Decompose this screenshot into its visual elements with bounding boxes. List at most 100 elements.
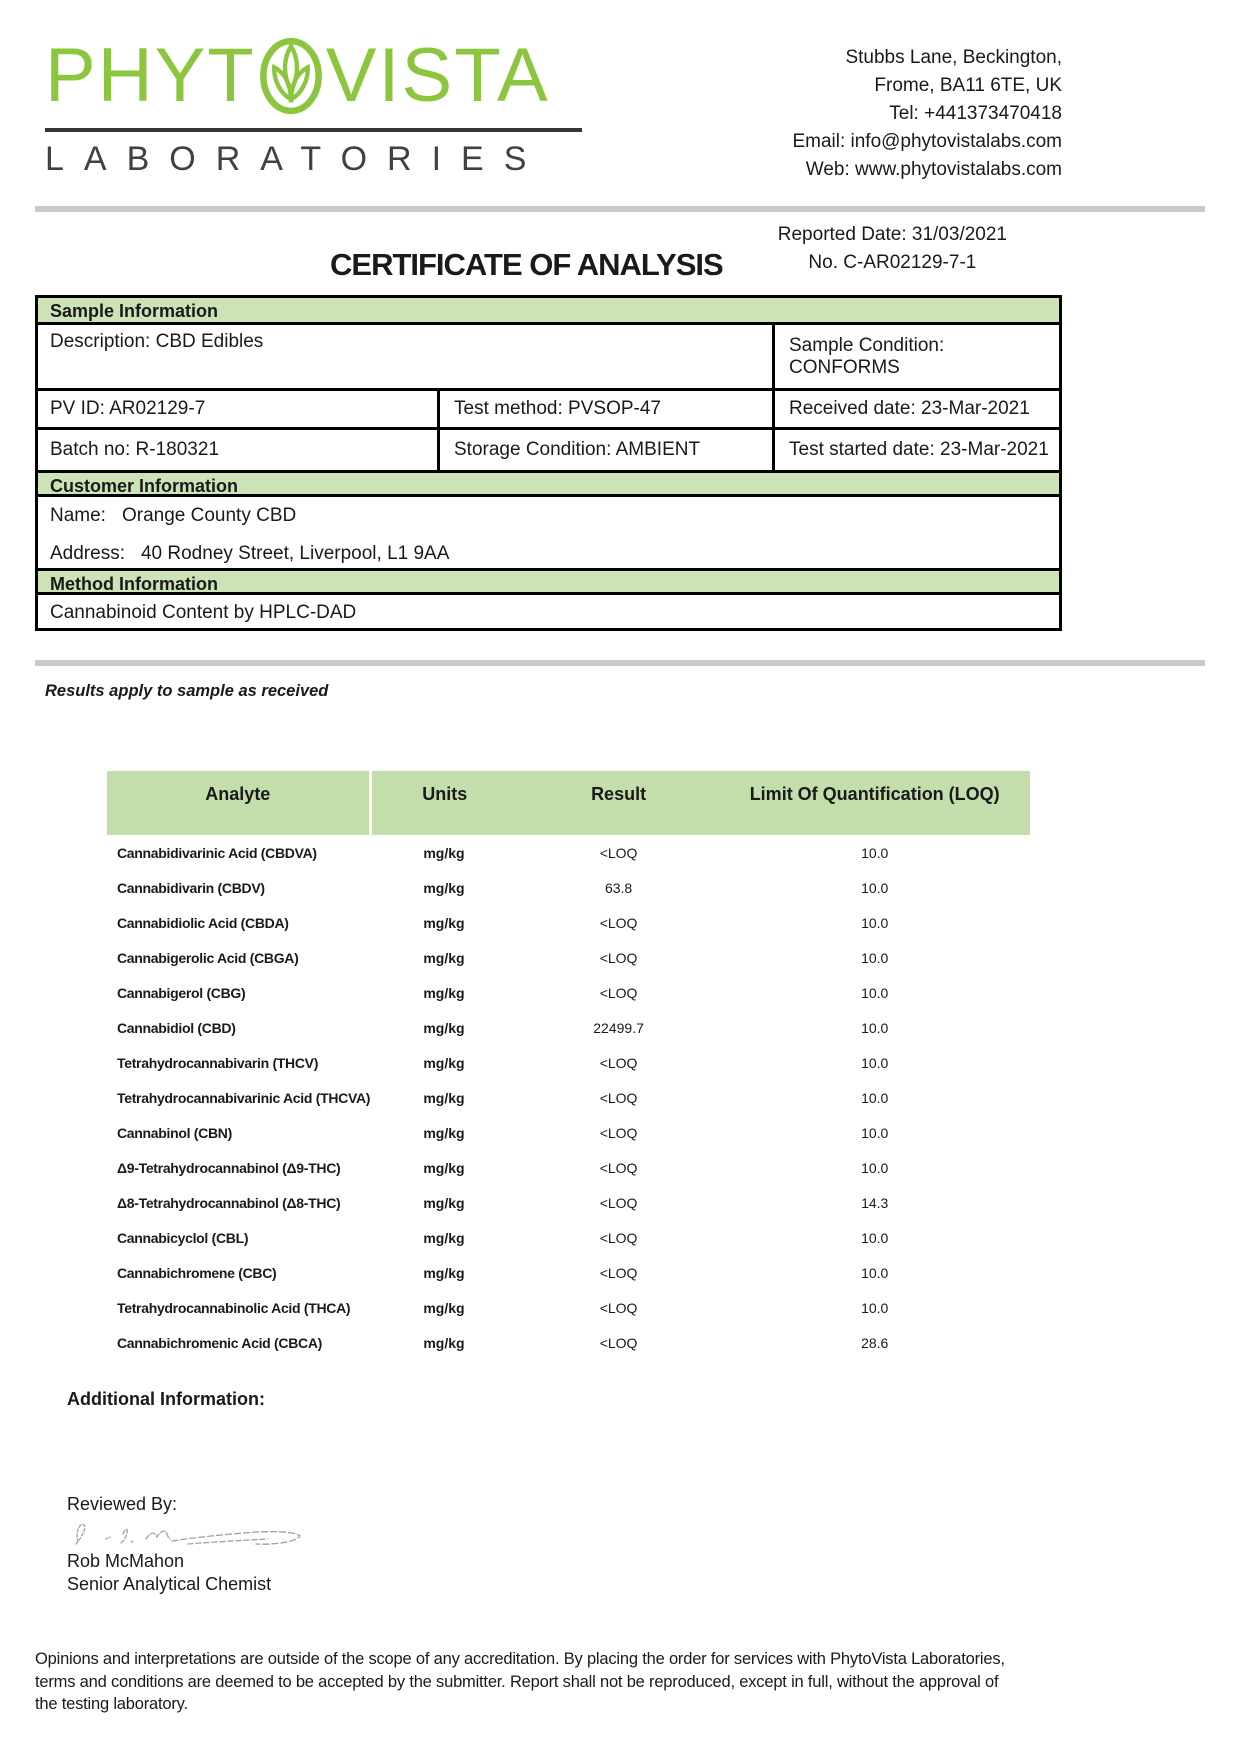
cell-units: mg/kg	[423, 1124, 465, 1141]
customer-name-line: Name: Orange County CBD	[50, 505, 1047, 527]
cell-loq: 10.0	[861, 1019, 889, 1036]
signature-image	[75, 1523, 301, 1545]
table-row: Cannabigerol (CBG) mg/kg <LOQ 10.0	[107, 975, 1030, 1010]
table-row: Cannabichromenic Acid (CBCA) mg/kg <LOQ 28.…	[107, 1325, 1030, 1360]
contact-line: Email: info@phytovistalabs.com	[792, 131, 1062, 152]
table-row: Cannabidivarinic Acid (CBDVA) mg/kg <LOQ 10…	[107, 835, 1030, 870]
cell-loq: 10.0	[861, 984, 889, 1001]
cell-result: <LOQ	[599, 1194, 638, 1211]
cell-units: mg/kg	[423, 1264, 465, 1281]
cell-loq: 10.0	[861, 879, 889, 896]
report-meta: Reported Date: 31/03/2021 No. C-AR02129-…	[778, 221, 1007, 277]
cell-units: mg/kg	[423, 949, 465, 966]
table-row: Cannabidivarin (CBDV) mg/kg 63.8 10.0	[107, 870, 1030, 905]
contact-line: Web: www.phytovistalabs.com	[805, 159, 1062, 180]
batch-row: Batch no: R-180321 Storage Condition: AM…	[38, 427, 1059, 470]
customer-name: Orange County CBD	[121, 505, 297, 526]
cell-result: <LOQ	[599, 844, 638, 861]
sample-condition: Sample Condition: CONFORMS	[772, 325, 1059, 388]
cell-analyte: Δ9-Tetrahydrocannabinol (Δ9-THC)	[117, 1159, 341, 1176]
cell-result: <LOQ	[599, 914, 638, 931]
sample-information-heading: Sample Information	[38, 298, 1059, 325]
cell-result: <LOQ	[599, 1159, 638, 1176]
cell-loq: 28.6	[861, 1334, 889, 1351]
cell-units: mg/kg	[423, 1089, 465, 1106]
customer-address-line: Address: 40 Rodney Street, Liverpool, L1 …	[50, 543, 1047, 565]
cell-loq: 10.0	[861, 1124, 889, 1141]
cell-result: <LOQ	[599, 1089, 638, 1106]
header-divider	[35, 206, 1205, 212]
cell-units: mg/kg	[423, 1229, 465, 1246]
customer-name-label: Name:	[50, 505, 106, 526]
cell-loq: 10.0	[861, 1089, 889, 1106]
table-row: Tetrahydrocannabivarin (THCV) mg/kg <LOQ 10…	[107, 1045, 1030, 1080]
cell-result: <LOQ	[599, 1229, 638, 1246]
cell-analyte: Cannabidiol (CBD)	[117, 1019, 236, 1036]
reviewed-by-label: Reviewed By:	[67, 1494, 178, 1514]
footer-disclaimer: Opinions and interpretations are outside…	[35, 1648, 1005, 1716]
cell-units: mg/kg	[423, 1194, 465, 1211]
column-header-result: Result	[517, 771, 720, 835]
cell-units: mg/kg	[423, 914, 465, 931]
test-started-date: Test started date: 23-Mar-2021	[772, 430, 1059, 470]
cell-result: <LOQ	[599, 1299, 638, 1316]
cell-loq: 10.0	[861, 1229, 889, 1246]
pv-id-row: PV ID: AR02129-7 Test method: PVSOP-47 R…	[38, 388, 1059, 427]
cell-analyte: Cannabichromenic Acid (CBCA)	[117, 1334, 322, 1351]
cell-result: <LOQ	[599, 1264, 638, 1281]
table-row: Cannabigerolic Acid (CBGA) mg/kg <LOQ 10.0	[107, 940, 1030, 975]
phytovista-logo: PHYT VISTA LABORATORIES	[45, 34, 582, 179]
section-divider	[35, 660, 1205, 666]
cell-analyte: Tetrahydrocannabivarin (THCV)	[117, 1054, 319, 1071]
cell-analyte: Cannabinol (CBN)	[117, 1124, 232, 1141]
leaf-logo-icon	[259, 37, 322, 115]
cell-loq: 10.0	[861, 949, 889, 966]
table-row: Cannabinol (CBN) mg/kg <LOQ 10.0	[107, 1115, 1030, 1150]
customer-address: 40 Rodney Street, Liverpool, L1 9AA	[140, 543, 450, 564]
report-number: No. C-AR02129-7-1	[808, 252, 977, 273]
logo-wordmark: PHYT VISTA	[45, 34, 582, 118]
cell-result: <LOQ	[599, 1054, 638, 1071]
additional-information-label: Additional Information:	[67, 1389, 265, 1409]
footer-line: terms and conditions are deemed to be ac…	[35, 1672, 999, 1691]
contact-line: Frome, BA11 6TE, UK	[874, 75, 1062, 96]
results-note: Results apply to sample as received	[45, 682, 329, 700]
cell-result: <LOQ	[599, 1334, 638, 1351]
table-row: Tetrahydrocannabivarinic Acid (THCVA) mg/…	[107, 1080, 1030, 1115]
cell-analyte: Cannabigerol (CBG)	[117, 984, 246, 1001]
column-header-loq: Limit Of Quantification (LOQ)	[719, 771, 1030, 835]
cell-units: mg/kg	[423, 844, 465, 861]
table-row: Δ9-Tetrahydrocannabinol (Δ9-THC) mg/kg <LO…	[107, 1150, 1030, 1185]
contact-line: Tel: +441373470418	[889, 103, 1062, 124]
footer-line: Opinions and interpretations are outside…	[35, 1650, 1005, 1668]
column-header-units: Units	[368, 771, 518, 835]
cell-analyte: Tetrahydrocannabinolic Acid (THCA)	[117, 1299, 351, 1316]
cell-result: <LOQ	[599, 1124, 638, 1141]
pv-id: PV ID: AR02129-7	[50, 398, 206, 419]
customer-information-heading: Customer Information	[38, 470, 1059, 497]
signer-name: Rob McMahon	[67, 1551, 185, 1571]
customer-address-label: Address:	[50, 543, 125, 564]
cell-loq: 10.0	[861, 1159, 889, 1176]
cell-loq: 10.0	[861, 1054, 889, 1071]
cell-loq: 10.0	[861, 914, 889, 931]
cell-units: mg/kg	[423, 984, 465, 1001]
cell-units: mg/kg	[423, 879, 465, 896]
cell-result: 22499.7	[593, 1019, 644, 1036]
cell-loq: 10.0	[861, 1264, 889, 1281]
reported-date: Reported Date: 31/03/2021	[777, 224, 1007, 245]
cell-loq: 10.0	[861, 1299, 889, 1316]
batch-no: Batch no: R-180321	[50, 439, 220, 460]
cell-units: mg/kg	[423, 1019, 465, 1036]
customer-details: Name: Orange County CBD Address: 40 Rodney…	[38, 497, 1059, 568]
footer-line: the testing laboratory.	[35, 1695, 188, 1713]
cell-analyte: Cannabichromene (CBC)	[117, 1264, 277, 1281]
contact-line: Stubbs Lane, Beckington,	[845, 47, 1062, 68]
column-header-analyte: Analyte	[107, 771, 371, 835]
table-row: Tetrahydrocannabinolic Acid (THCA) mg/kg <…	[107, 1290, 1030, 1325]
storage-condition: Storage Condition: AMBIENT	[437, 430, 772, 470]
table-row: Cannabicyclol (CBL) mg/kg <LOQ 10.0	[107, 1220, 1030, 1255]
lab-contact-block: Stubbs Lane, Beckington, Frome, BA11 6TE…	[792, 44, 1062, 184]
logo-text-vista: VISTA	[325, 33, 550, 118]
